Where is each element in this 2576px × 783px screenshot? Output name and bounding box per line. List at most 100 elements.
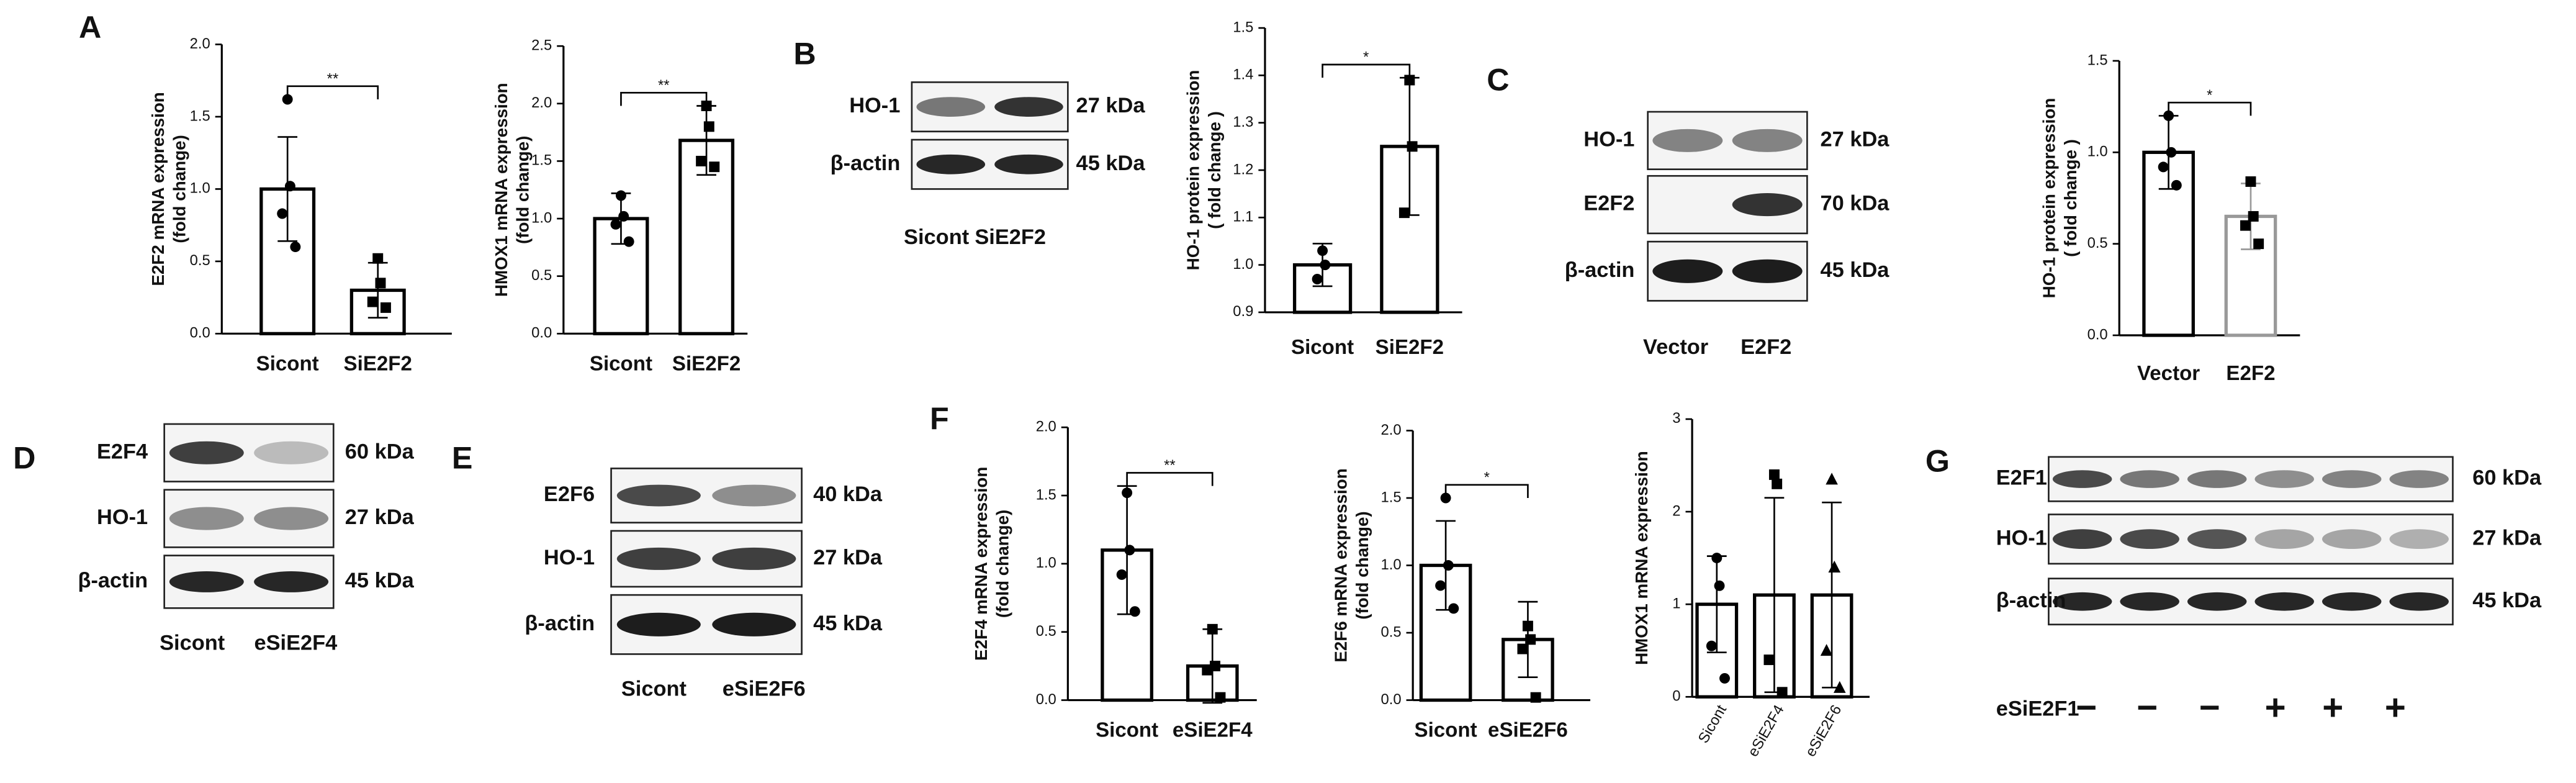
- x-tick-label: Sicont: [1695, 702, 1731, 746]
- lane-label: eSiE2F4: [254, 631, 337, 655]
- significance-bracket: [1126, 472, 1214, 486]
- band-size: 27 kDa: [1821, 127, 1890, 151]
- lane-label: SiE2F2: [975, 225, 1046, 249]
- band: [2389, 470, 2449, 488]
- protein-label: HO-1: [849, 94, 900, 117]
- band: [616, 612, 701, 636]
- x-tick-label: SiE2F2: [672, 352, 741, 375]
- significance-bracket: [286, 85, 379, 100]
- protein-label: HO-1: [544, 546, 595, 569]
- protein-label: β-actin: [1565, 258, 1635, 282]
- data-point: [1828, 560, 1841, 573]
- data-point: [1833, 681, 1846, 693]
- data-point: [1210, 661, 1220, 672]
- protein-label: β-actin: [78, 569, 148, 592]
- y-tick-label: 1.3: [1233, 114, 1253, 130]
- y-axis-label: HMOX1 mRNA expression: [492, 83, 511, 297]
- data-point: [1711, 553, 1723, 564]
- protein-label: E2F2: [1583, 192, 1634, 215]
- data-point: [610, 219, 621, 230]
- band: [712, 547, 796, 570]
- band-size: 27 kDa: [1076, 94, 1146, 117]
- lane-label: +: [2322, 687, 2343, 728]
- data-point: [618, 210, 629, 222]
- band: [169, 571, 244, 592]
- panel-label: A: [79, 9, 101, 45]
- band-size: 27 kDa: [345, 505, 415, 529]
- protein-label: β-actin: [1996, 589, 2066, 612]
- band-size: 45 kDa: [345, 569, 415, 592]
- significance-label: **: [1164, 457, 1176, 474]
- data-point: [1443, 560, 1454, 571]
- protein-label: E2F6: [544, 482, 595, 506]
- data-point: [696, 155, 707, 166]
- data-point: [1317, 245, 1328, 256]
- significance-bracket: [620, 92, 708, 106]
- y-tick-label: 2.5: [531, 37, 552, 53]
- bar-chart: 0.0 0.5 1.0 1.5 2.0 E2F4 mRNA expression (fold…: [971, 418, 1257, 742]
- y-axis-label: ( fold change ): [1205, 111, 1224, 229]
- band: [2389, 592, 2449, 611]
- data-point: [1522, 620, 1533, 631]
- x-tick-label: eSiE2F6: [1802, 702, 1845, 760]
- band: [254, 441, 329, 464]
- band-size: 27 kDa: [813, 546, 883, 569]
- data-point: [623, 236, 634, 247]
- band: [616, 547, 701, 570]
- significance-label: *: [1363, 49, 1369, 66]
- protein-label: β-actin: [831, 152, 901, 175]
- data-point: [2171, 179, 2182, 191]
- y-axis-label: (fold change): [513, 136, 533, 244]
- blot-frame: [2048, 577, 2454, 626]
- data-point: [2240, 220, 2251, 231]
- y-tick-label: 0.0: [1036, 691, 1056, 708]
- significance-label: *: [2207, 87, 2212, 104]
- lane-label: Vector: [1643, 335, 1708, 359]
- band: [2322, 529, 2382, 550]
- y-tick-label: 2.0: [1036, 418, 1056, 435]
- protein-label: HO-1: [1996, 526, 2047, 550]
- x-tick-label: SiE2F2: [1376, 336, 1444, 359]
- significance-bracket: [2168, 101, 2252, 116]
- x-tick-label: Sicont: [590, 352, 652, 375]
- y-tick-label: 1.0: [1036, 554, 1056, 571]
- data-point: [1122, 487, 1133, 499]
- protein-label: HO-1: [97, 505, 148, 529]
- band: [2052, 592, 2112, 611]
- significance-bracket: [1444, 484, 1529, 499]
- y-tick-label: 2: [1672, 502, 1680, 519]
- data-point: [1435, 580, 1446, 591]
- band-size: 45 kDa: [813, 612, 883, 635]
- band: [2389, 529, 2449, 550]
- bar-chart: 0.0 0.5 1.0 1.5 2.0 E2F6 mRNA expression (fold…: [1331, 422, 1590, 742]
- data-point: [1763, 654, 1775, 666]
- data-point: [1772, 478, 1783, 489]
- data-point: [2253, 238, 2264, 250]
- y-axis-label: (fold change): [1353, 511, 1372, 619]
- band-size: 45 kDa: [2472, 589, 2542, 612]
- band: [994, 97, 1063, 117]
- band: [2254, 470, 2314, 488]
- y-axis-label: HO-1 protein expression: [1183, 70, 1202, 271]
- band: [2052, 529, 2112, 550]
- y-tick-label: 0.0: [1381, 691, 1402, 708]
- band: [916, 154, 986, 174]
- data-point: [1719, 672, 1730, 684]
- band: [616, 484, 701, 507]
- band: [169, 441, 244, 464]
- treatment-label: eSiE2F1: [1996, 697, 2079, 721]
- y-tick-label: 1.5: [1036, 486, 1056, 503]
- blot-frame: [1647, 174, 1808, 235]
- y-tick-label: 2.0: [531, 94, 552, 111]
- western-blot: HO-1 27 kDa E2F2 70 kDa β-actin 45 kDa Vector E…: [1565, 111, 1890, 359]
- y-tick-label: 0.0: [2087, 326, 2108, 343]
- panel-label: C: [1487, 62, 1509, 97]
- band: [2254, 592, 2314, 611]
- y-tick-label: 1.5: [190, 107, 210, 124]
- significance-label: **: [327, 71, 339, 88]
- data-point: [375, 278, 386, 289]
- data-point: [2158, 161, 2169, 173]
- lane-label: +: [2385, 687, 2406, 728]
- western-blot: E2F6 40 kDa HO-1 27 kDa β-actin 45 kDa Sicont e…: [525, 468, 883, 701]
